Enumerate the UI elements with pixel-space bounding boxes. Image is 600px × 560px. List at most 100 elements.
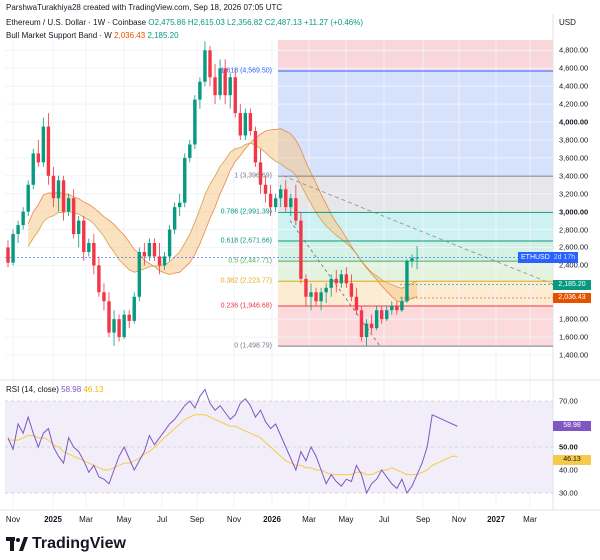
candle-body: [178, 202, 182, 208]
candle-body: [294, 198, 298, 221]
candle-body: [395, 305, 399, 311]
rsi-band: [5, 401, 553, 493]
fib-level-label: 1.618 (4,569.50): [220, 67, 272, 75]
support-band-ema: [27, 142, 418, 289]
candle-body: [102, 292, 106, 302]
candle-body: [319, 292, 323, 302]
candle-body: [152, 243, 157, 257]
time-tick-label: Jul: [378, 515, 390, 524]
candle-body: [87, 243, 91, 252]
candle-body: [142, 251, 147, 257]
candle-body: [334, 278, 338, 284]
candle-body: [122, 314, 126, 338]
candle-body: [299, 220, 303, 279]
candle-body: [31, 153, 35, 185]
candle-body: [36, 153, 40, 163]
candle-body: [218, 68, 222, 96]
candle-body: [344, 274, 349, 284]
price-tick-label: 4,000.00: [559, 117, 589, 127]
price-tick-label: 2,400.00: [559, 260, 589, 270]
rsi-ma-value-text: 46.13: [83, 385, 104, 394]
candle-body: [374, 310, 379, 329]
support-band-sma: [27, 128, 418, 303]
fib-zone: [278, 306, 553, 347]
candle-body: [410, 258, 414, 261]
time-tick-label: 2026: [263, 515, 281, 524]
candle-body: [369, 323, 374, 329]
time-tick-label: Nov: [451, 515, 467, 524]
symbol-legend[interactable]: Ethereum / U.S. Dollar · 1W · Coinbase O…: [6, 18, 363, 27]
rsi-ma-tag: 46.13: [553, 455, 591, 466]
fib-level-label: 0.786 (2,991.39): [220, 208, 272, 216]
candle-body: [385, 310, 389, 320]
rsi-line: [7, 388, 458, 495]
fib-zone: [278, 40, 553, 72]
candle-body: [162, 256, 167, 266]
candle-body: [248, 113, 253, 131]
candle-body: [46, 126, 51, 176]
indicator-legend[interactable]: Bull Market Support Band · W 2,036.43 2,…: [6, 31, 179, 40]
candle-body: [233, 77, 237, 114]
candle-body: [11, 234, 15, 263]
rsi-legend[interactable]: RSI (14, close) 58.98 46.13: [6, 385, 103, 394]
candle-body: [289, 198, 293, 208]
candle-body: [16, 225, 20, 235]
candle-body: [61, 180, 66, 212]
fib-zones: [5, 40, 553, 493]
candle-body: [21, 211, 25, 226]
ethusd-tag-countdown: 2d 17h: [553, 253, 576, 261]
candle-body: [273, 198, 278, 208]
candle-body: [314, 292, 318, 302]
candle-body: [92, 243, 96, 266]
ohlc-open: O2,475.86: [148, 18, 186, 27]
fib-level-label: 0 (1,498.79): [234, 342, 272, 350]
time-tick-label: May: [338, 515, 354, 524]
rsi-tick-label: 70.00: [559, 396, 578, 406]
time-tick-label: 2027: [487, 515, 505, 524]
candle-body: [183, 157, 187, 203]
ohlc-high: H2,615.03: [187, 18, 225, 27]
price-tick-label: 1,400.00: [559, 350, 589, 360]
candlestick-series: [6, 41, 419, 347]
rsi-tick-label: 40.00: [559, 465, 578, 475]
candle-body: [208, 50, 212, 78]
time-tick-label: May: [116, 515, 132, 524]
candle-body: [97, 265, 101, 293]
symbol-title: Ethereum / U.S. Dollar · 1W · Coinbase: [6, 18, 147, 27]
candle-body: [107, 301, 111, 333]
candle-body: [157, 256, 162, 266]
candle-body: [51, 175, 56, 199]
candle-body: [41, 126, 46, 163]
ethusd-price-tag: ETHUSD 2d 17h: [518, 251, 579, 263]
rsi-pane: [5, 388, 553, 495]
fib-zone: [278, 71, 553, 177]
rsi-tick-label: 50.00: [559, 442, 578, 452]
time-tick-label: 2025: [44, 515, 62, 524]
candle-body: [359, 310, 364, 338]
indicator-value-lower: 2,036.43: [114, 31, 146, 40]
fib-level-label: 0.618 (2,671.66): [220, 237, 272, 245]
ohlc-change: +11.27 (+0.46%): [304, 18, 364, 27]
candle-body: [172, 207, 177, 230]
price-tick-label: 2,600.00: [559, 242, 589, 252]
price-tick-label: 4,200.00: [559, 99, 589, 109]
candle-body: [117, 319, 121, 338]
candle-body: [137, 251, 141, 297]
time-tick-label: Nov: [226, 515, 242, 524]
candle-body: [213, 77, 217, 96]
chart-credit: ParshwaTurakhiya28 created with TradingV…: [6, 3, 283, 12]
candle-body: [66, 198, 71, 212]
fib-level-label: 0.382 (2,223.77): [220, 277, 272, 285]
candle-body: [188, 144, 192, 158]
price-tick-label: 3,600.00: [559, 153, 589, 163]
candle-body: [400, 301, 404, 311]
band-price-tag: 2,185.20: [553, 279, 591, 290]
price-tick-label: 4,600.00: [559, 63, 589, 73]
candle-body: [147, 243, 152, 257]
time-tick-label: Sep: [415, 515, 431, 524]
tradingview-logo[interactable]: TradingView: [6, 533, 126, 555]
candle-body: [238, 113, 242, 136]
fib-level-label: 0.5 (2,447.71): [228, 257, 272, 265]
candle-body: [364, 323, 369, 338]
